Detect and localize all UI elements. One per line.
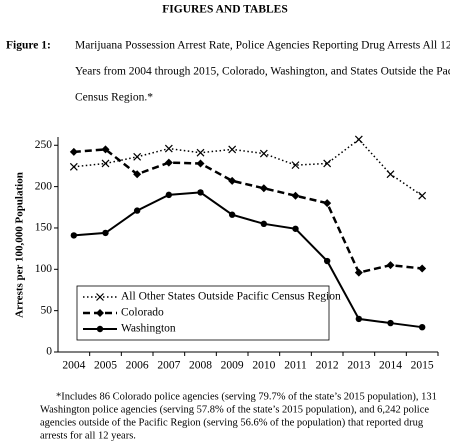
series-line	[73, 138, 423, 197]
marker	[196, 159, 205, 168]
legend-box	[76, 285, 330, 341]
marker	[323, 199, 332, 208]
marker	[228, 176, 237, 185]
caption-line: Marijuana Possession Arrest Rate, Police…	[75, 40, 450, 52]
series-line	[73, 191, 423, 329]
y-axis-label: Arrests per 100,000 Population	[14, 172, 26, 318]
caption-line: Years from 2004 through 2015, Colorado, …	[75, 66, 450, 78]
marker	[164, 144, 173, 153]
x-tick-label: 2014	[379, 360, 402, 372]
marker	[323, 257, 331, 265]
caption-line: Census Region.*	[75, 92, 153, 104]
marker	[354, 268, 363, 277]
x-tick-label: 2012	[316, 360, 339, 372]
marker	[101, 145, 110, 154]
marker	[386, 261, 395, 270]
marker	[386, 170, 395, 179]
marker	[291, 161, 300, 170]
x-tick-label: 2015	[411, 360, 434, 372]
marker	[165, 191, 173, 199]
legend-marker	[96, 293, 104, 301]
marker	[197, 189, 204, 196]
y-tick-label: 250	[35, 139, 53, 151]
marker	[164, 158, 173, 167]
marker	[228, 211, 236, 218]
heading: FIGURES AND TABLES	[162, 4, 287, 16]
y-tick-label: 200	[35, 180, 53, 192]
marker	[292, 225, 299, 232]
marker	[259, 184, 268, 193]
marker	[133, 152, 142, 161]
legend-label: Colorado	[121, 307, 164, 319]
marker	[354, 135, 363, 144]
marker	[101, 159, 110, 168]
marker	[69, 162, 78, 171]
x-tick-label: 2011	[284, 360, 307, 372]
y-tick-label: 100	[35, 263, 53, 275]
y-tick-label: 50	[41, 304, 53, 316]
marker	[418, 264, 427, 273]
marker	[418, 323, 426, 331]
footnote-line: Washington police agencies (serving 57.8…	[40, 404, 429, 415]
marker	[102, 229, 109, 237]
y-tick-label: 150	[35, 222, 53, 234]
marker	[133, 207, 141, 214]
legend-label: All Other States Outside Pacific Census …	[121, 291, 341, 303]
legend-marker	[96, 309, 104, 317]
x-tick-label: 2004	[62, 360, 85, 372]
x-tick-label: 2008	[189, 360, 212, 372]
marker	[260, 220, 268, 228]
x-tick-label: 2006	[126, 360, 149, 372]
marker	[387, 319, 394, 327]
figure-label: Figure 1:	[6, 40, 51, 52]
footnote-line: *Includes 86 Colorado police agencies (s…	[56, 391, 437, 402]
marker	[196, 148, 205, 157]
legend-marker	[96, 325, 104, 333]
footnote-line: arrests for all 12 years.	[40, 430, 136, 441]
x-tick-label: 2007	[157, 360, 180, 372]
legend-label: Washington	[121, 323, 176, 335]
marker	[323, 159, 332, 168]
marker	[133, 170, 142, 179]
marker	[259, 149, 268, 158]
x-tick-label: 2005	[94, 360, 117, 372]
marker	[69, 147, 78, 156]
y-tick-label: 0	[46, 346, 52, 358]
footnote-line: agencies outside of the Pacific Region (…	[40, 417, 424, 428]
marker	[418, 191, 427, 200]
x-tick-label: 2009	[221, 360, 244, 372]
marker	[355, 315, 363, 323]
series-line	[73, 148, 423, 275]
x-tick-label: 2010	[252, 360, 275, 372]
x-tick-label: 2013	[347, 360, 370, 372]
marker	[228, 145, 237, 154]
marker	[70, 232, 78, 239]
marker	[291, 191, 300, 200]
